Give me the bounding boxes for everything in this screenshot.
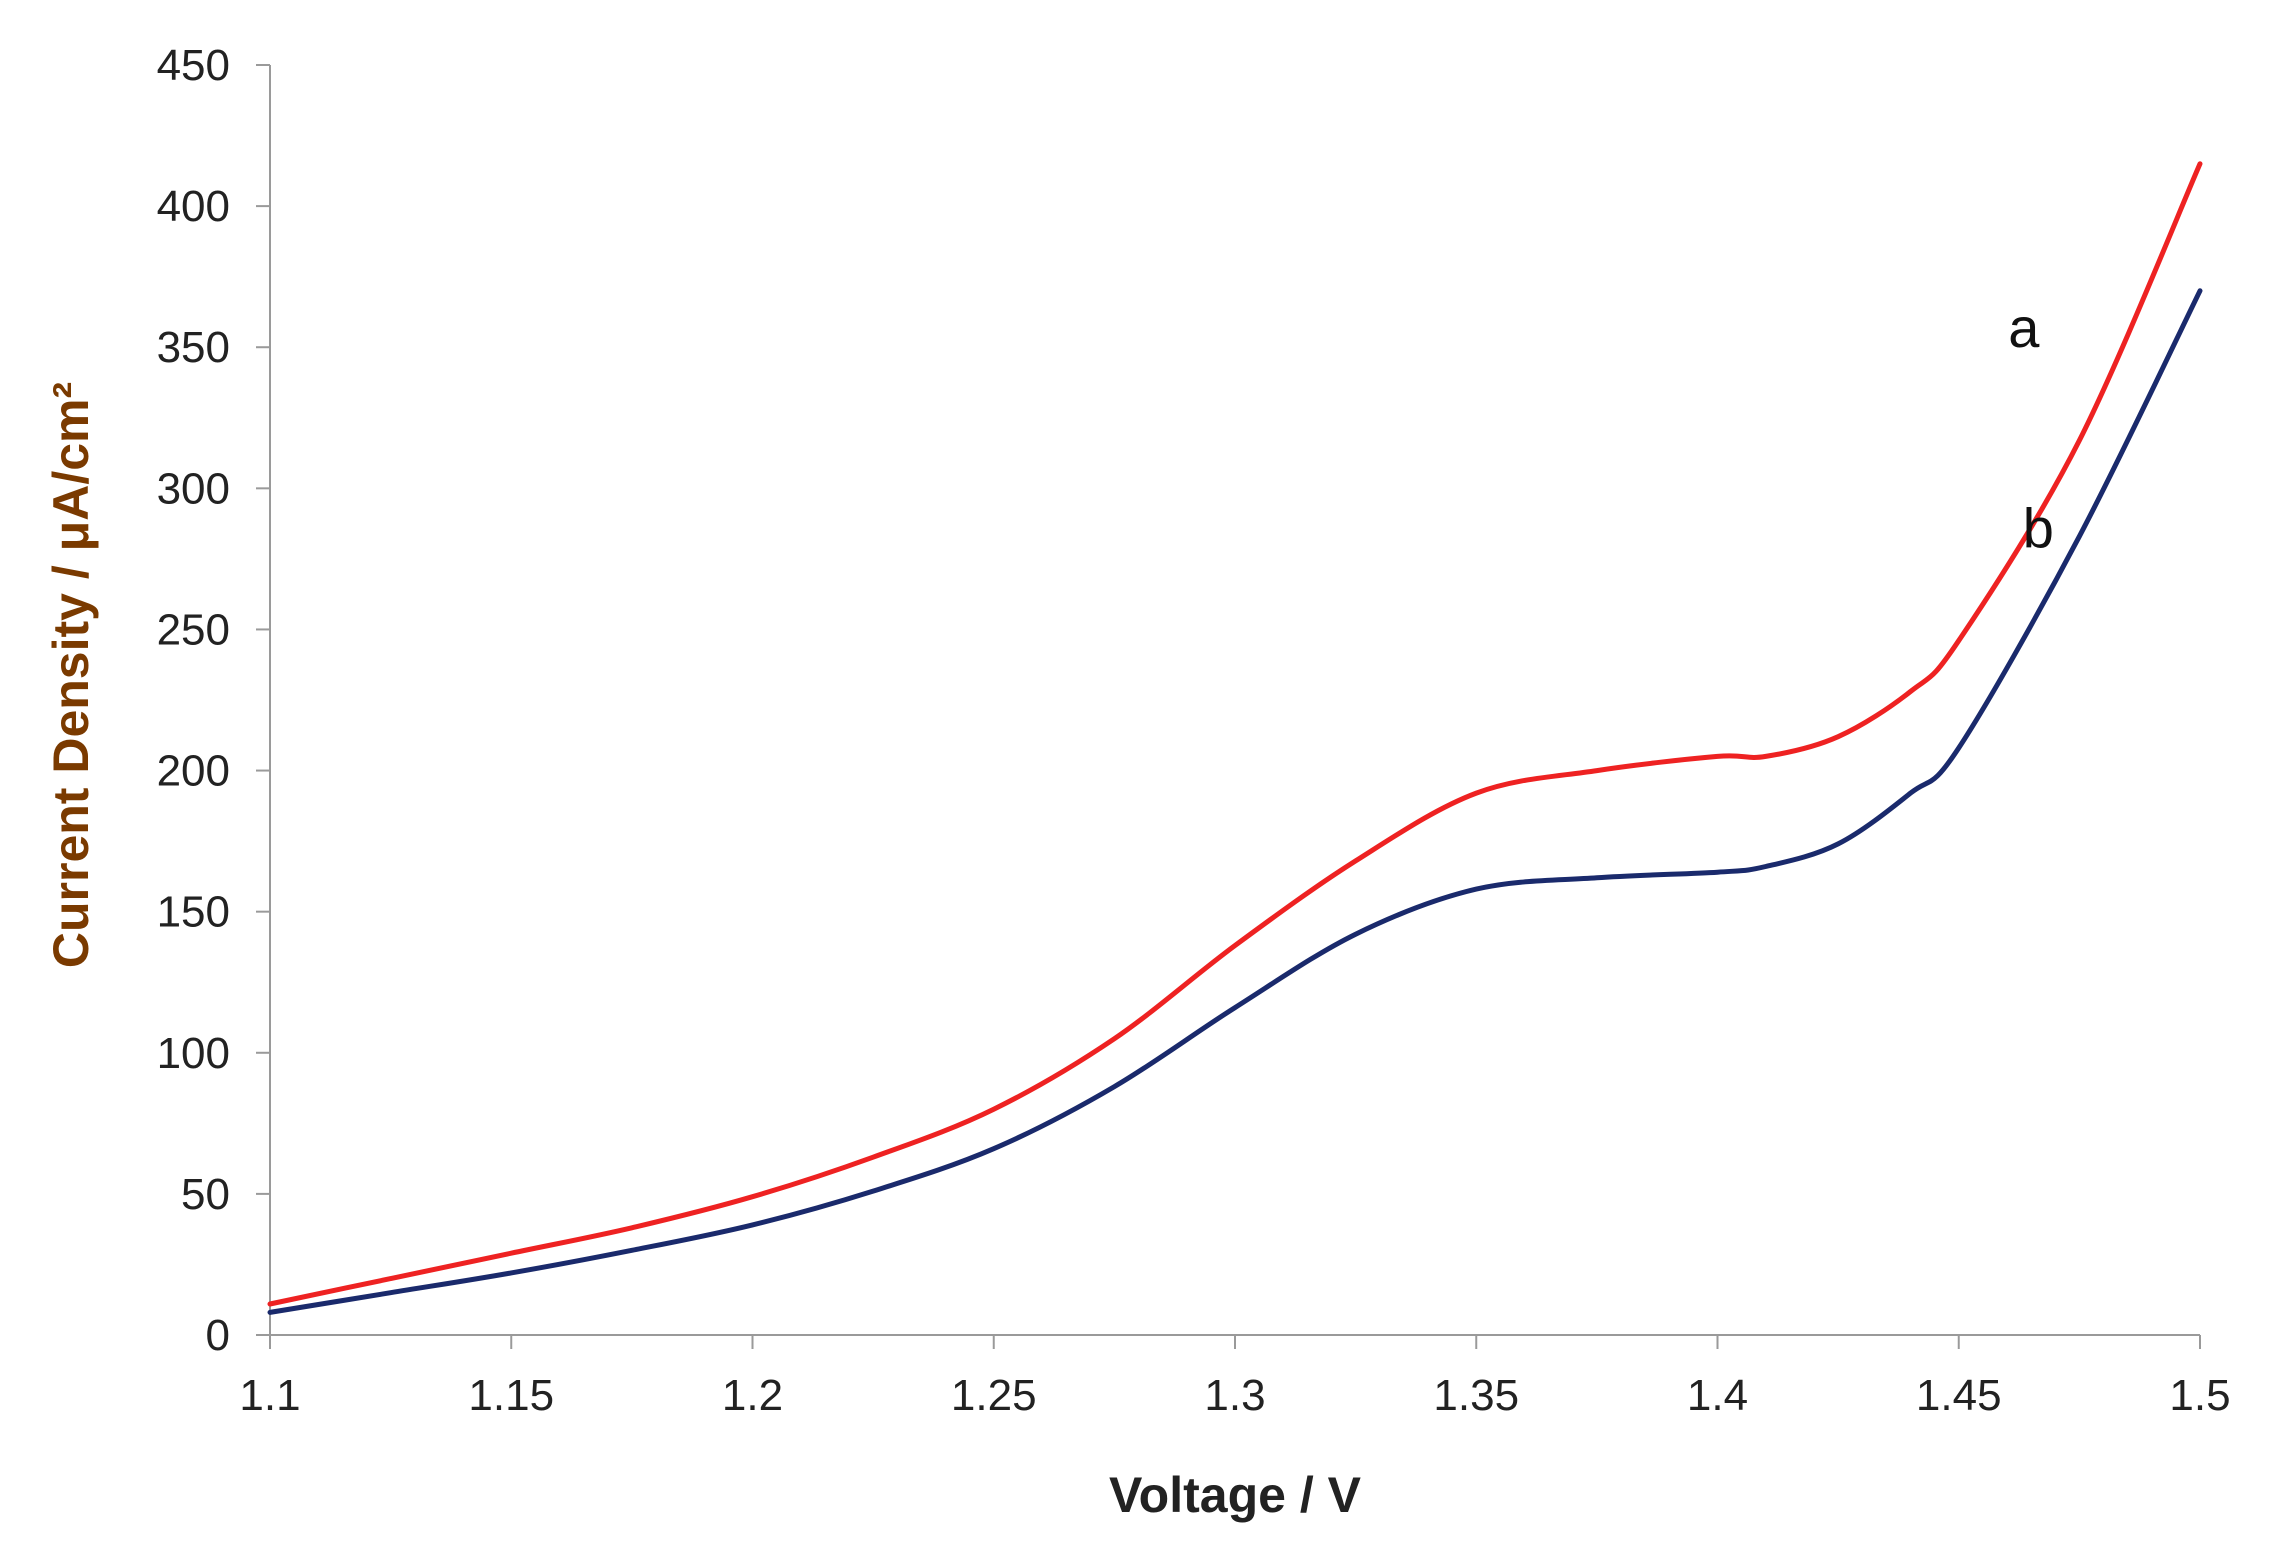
y-tick-label: 400	[157, 182, 230, 231]
series-layer	[267, 161, 2203, 1315]
x-tick-label: 1.15	[468, 1371, 554, 1420]
x-tick-label: 1.45	[1916, 1371, 2002, 1420]
y-tick-label: 200	[157, 747, 230, 796]
x-axis-title: Voltage / V	[1109, 1467, 1362, 1523]
series-line-a	[267, 161, 2203, 1307]
labels-layer: 0 50 100 150 200 250 300 350 400 450 1.1 1.15 1.2 1.2…	[157, 41, 2231, 1420]
x-tick-label: 1.35	[1433, 1371, 1519, 1420]
y-tick-label: 250	[157, 605, 230, 654]
series-label-b: b	[2023, 496, 2054, 559]
y-axis-title: Current Density / μA/cm²	[43, 382, 99, 968]
x-tick-label: 1.3	[1204, 1371, 1265, 1420]
y-tick-label: 300	[157, 464, 230, 513]
y-tick-label: 150	[157, 888, 230, 937]
y-tick-label: 350	[157, 323, 230, 372]
series-line-b	[267, 288, 2203, 1315]
x-tick-label: 1.1	[239, 1371, 300, 1420]
x-tick-label: 1.5	[2169, 1371, 2230, 1420]
x-tick-label: 1.25	[951, 1371, 1037, 1420]
y-tick-label: 100	[157, 1029, 230, 1078]
series-label-a: a	[2008, 296, 2040, 359]
y-tick-label: 450	[157, 41, 230, 90]
x-tick-label: 1.4	[1687, 1371, 1748, 1420]
x-tick-label: 1.2	[722, 1371, 783, 1420]
axes	[256, 64, 2201, 1349]
y-tick-label: 0	[206, 1311, 230, 1360]
y-tick-label: 50	[181, 1170, 230, 1219]
